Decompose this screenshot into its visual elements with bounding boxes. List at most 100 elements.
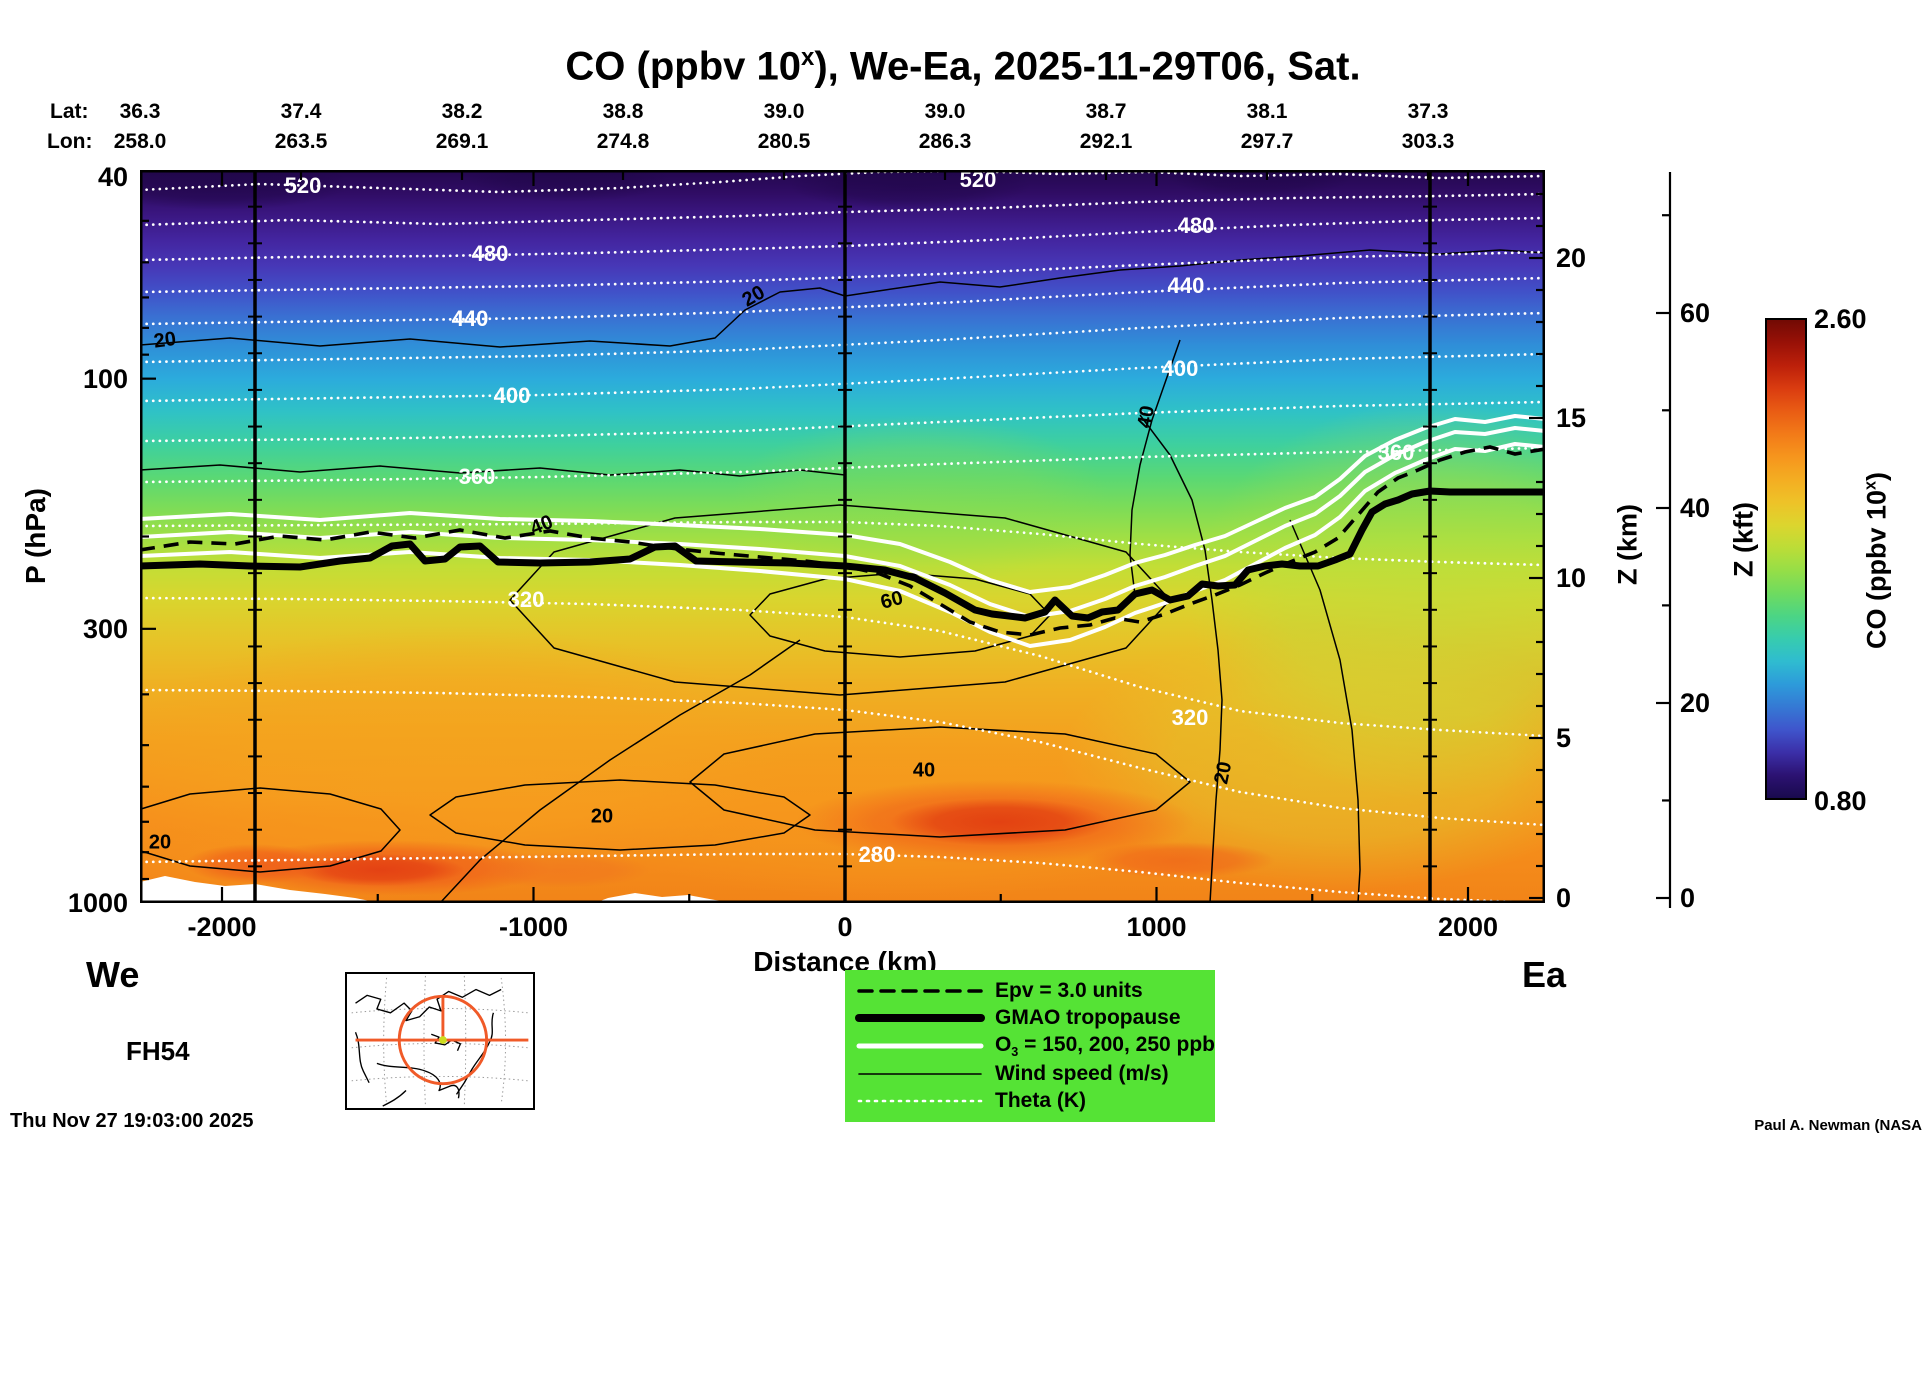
legend-label-theta-part-0: Theta (K) [995, 1089, 1086, 1113]
lat-value-5: 39.0 [924, 100, 966, 123]
svg-text:320: 320 [1172, 705, 1209, 730]
svg-text:400: 400 [494, 383, 531, 408]
lon-value-6: 292.1 [1079, 130, 1133, 153]
legend-line-sample-epv [857, 989, 983, 993]
co-fill-region [1085, 842, 1275, 878]
legend-line-sample-theta [857, 1099, 983, 1103]
co-fill-region [1170, 170, 1350, 198]
colorbar-max-label: 2.60 [1814, 304, 1867, 334]
colorbar-axis-label-part-2: ) [1861, 471, 1892, 481]
z-kft-axis-label: Z (kft) [1728, 502, 1759, 577]
chart-title-part-2: ), We-Ea, 2025-11-29T06, Sat. [814, 44, 1361, 89]
colorbar [1765, 318, 1807, 800]
z-kft-axis: 60 40 20 0 [1656, 172, 1710, 913]
chart-title-part-1: x [801, 44, 815, 71]
legend-line-sample-wind [858, 1072, 982, 1075]
legend-label-tropopause-part-0: GMAO tropopause [995, 1006, 1181, 1030]
co-cross-section-plot: 520 520 480 480 440 440 400 400 360 360 320 320 280 2… [140, 170, 1545, 903]
lon-axis-caption: Lon: [47, 130, 93, 153]
map-coastlines [354, 988, 502, 1107]
distance-tick--2000: -2000 [187, 912, 257, 942]
legend-row-theta: Theta (K) [845, 1087, 1215, 1115]
distance-tick-0: 0 [837, 912, 853, 942]
map-graticule [351, 975, 529, 1107]
legend-line-sample-tropopause [855, 1014, 985, 1023]
co-fill-region [140, 170, 350, 210]
lon-value-0: 258.0 [113, 130, 167, 153]
legend-label-tropopause: GMAO tropopause [995, 1006, 1181, 1030]
lat-value-0: 36.3 [119, 100, 161, 123]
legend-line-sample-ozone [856, 1043, 984, 1049]
svg-text:480: 480 [472, 241, 509, 266]
kft-axis-line [1656, 172, 1672, 908]
theta-contour-labels: 520 520 480 480 440 440 400 400 360 360 320 320 280 [285, 170, 1415, 867]
forecast-hour-label: FH54 [126, 1036, 190, 1066]
pressure-tick-1000: 1000 [67, 888, 128, 918]
wind-speed-contours [140, 249, 1545, 903]
legend-label-epv: Epv = 3.0 units [995, 979, 1143, 1003]
zkm-tick-5: 5 [1556, 723, 1572, 753]
svg-text:280: 280 [859, 842, 896, 867]
lon-value-7: 297.7 [1240, 130, 1294, 153]
lat-value-3: 38.8 [602, 100, 644, 123]
legend-label-ozone-part-0: O [994, 1032, 1012, 1056]
colorbar-axis-label-part-1: x [1861, 480, 1880, 490]
creation-timestamp: Thu Nov 27 19:03:00 2025 [10, 1110, 254, 1132]
svg-text:20: 20 [1210, 760, 1236, 786]
co-fill-region [790, 170, 1030, 210]
lon-value-1: 263.5 [274, 130, 328, 153]
chart-title: CO (ppbv 10x), We-Ea, 2025-11-29T06, Sat… [0, 44, 1926, 89]
lat-value-8: 37.3 [1407, 100, 1449, 123]
svg-text:480: 480 [1178, 213, 1215, 238]
co-fill-region [295, 854, 465, 886]
zkft-tick-60: 60 [1680, 298, 1710, 328]
credit-text: Paul A. Newman (NASA [1754, 1117, 1922, 1134]
lon-value-5: 286.3 [918, 130, 972, 153]
map-section-marker [439, 1036, 447, 1044]
lat-value-7: 38.1 [1246, 100, 1288, 123]
pressure-tick-300: 300 [82, 614, 128, 644]
svg-text:440: 440 [452, 306, 489, 331]
lat-value-6: 38.7 [1085, 100, 1127, 123]
map-inset [345, 972, 535, 1110]
legend-label-ozone-part-2: = 150, 200, 250 ppb [1018, 1032, 1215, 1056]
lat-axis-caption: Lat: [50, 100, 89, 123]
east-endpoint-label: Ea [1522, 954, 1567, 995]
co-fill-region [890, 798, 1110, 846]
svg-text:40: 40 [913, 759, 935, 781]
distance-tick--1000: -1000 [498, 912, 569, 942]
pressure-tick-100: 100 [82, 364, 128, 394]
zkm-tick-15: 15 [1556, 403, 1587, 433]
colorbar-axis-label: CO (ppbv 10x) [1862, 381, 1893, 741]
legend-label-wind: Wind speed (m/s) [995, 1062, 1169, 1086]
pressure-tick-40: 40 [97, 162, 128, 192]
svg-text:440: 440 [1168, 273, 1205, 298]
svg-text:360: 360 [1378, 440, 1415, 465]
lon-value-3: 274.8 [596, 130, 650, 153]
legend-label-epv-part-0: Epv = 3.0 units [995, 978, 1143, 1002]
co-fill-region [470, 170, 670, 202]
cross-section-field: 520 520 480 480 440 440 400 400 360 360 320 320 280 2… [140, 170, 1545, 903]
colorbar-axis-label-part-0: CO (ppbv 10 [1861, 490, 1892, 650]
gmao-tropopause-line [140, 487, 1545, 622]
lat-value-4: 39.0 [763, 100, 805, 123]
svg-text:20: 20 [149, 831, 171, 853]
legend-label-theta: Theta (K) [995, 1089, 1086, 1113]
legend-label-ozone-part-1: 3 [1011, 1045, 1019, 1060]
legend-row-epv: Epv = 3.0 units [845, 977, 1215, 1005]
z-km-axis-label: Z (km) [1612, 504, 1643, 585]
legend-label-wind-part-0: Wind speed (m/s) [995, 1061, 1169, 1085]
svg-text:520: 520 [960, 170, 997, 192]
lon-value-4: 280.5 [757, 130, 811, 153]
svg-text:40: 40 [1134, 404, 1160, 430]
section-marker-lines [248, 170, 1437, 903]
legend-row-wind: Wind speed (m/s) [845, 1060, 1215, 1088]
lon-value-2: 269.1 [435, 130, 489, 153]
svg-text:20: 20 [152, 328, 177, 353]
theta-contours [140, 170, 1545, 903]
distance-tick-2000: 2000 [1437, 912, 1499, 942]
distance-tick-1000: 1000 [1126, 912, 1187, 942]
svg-text:360: 360 [459, 464, 496, 489]
legend-row-tropopause: GMAO tropopause [845, 1005, 1215, 1033]
